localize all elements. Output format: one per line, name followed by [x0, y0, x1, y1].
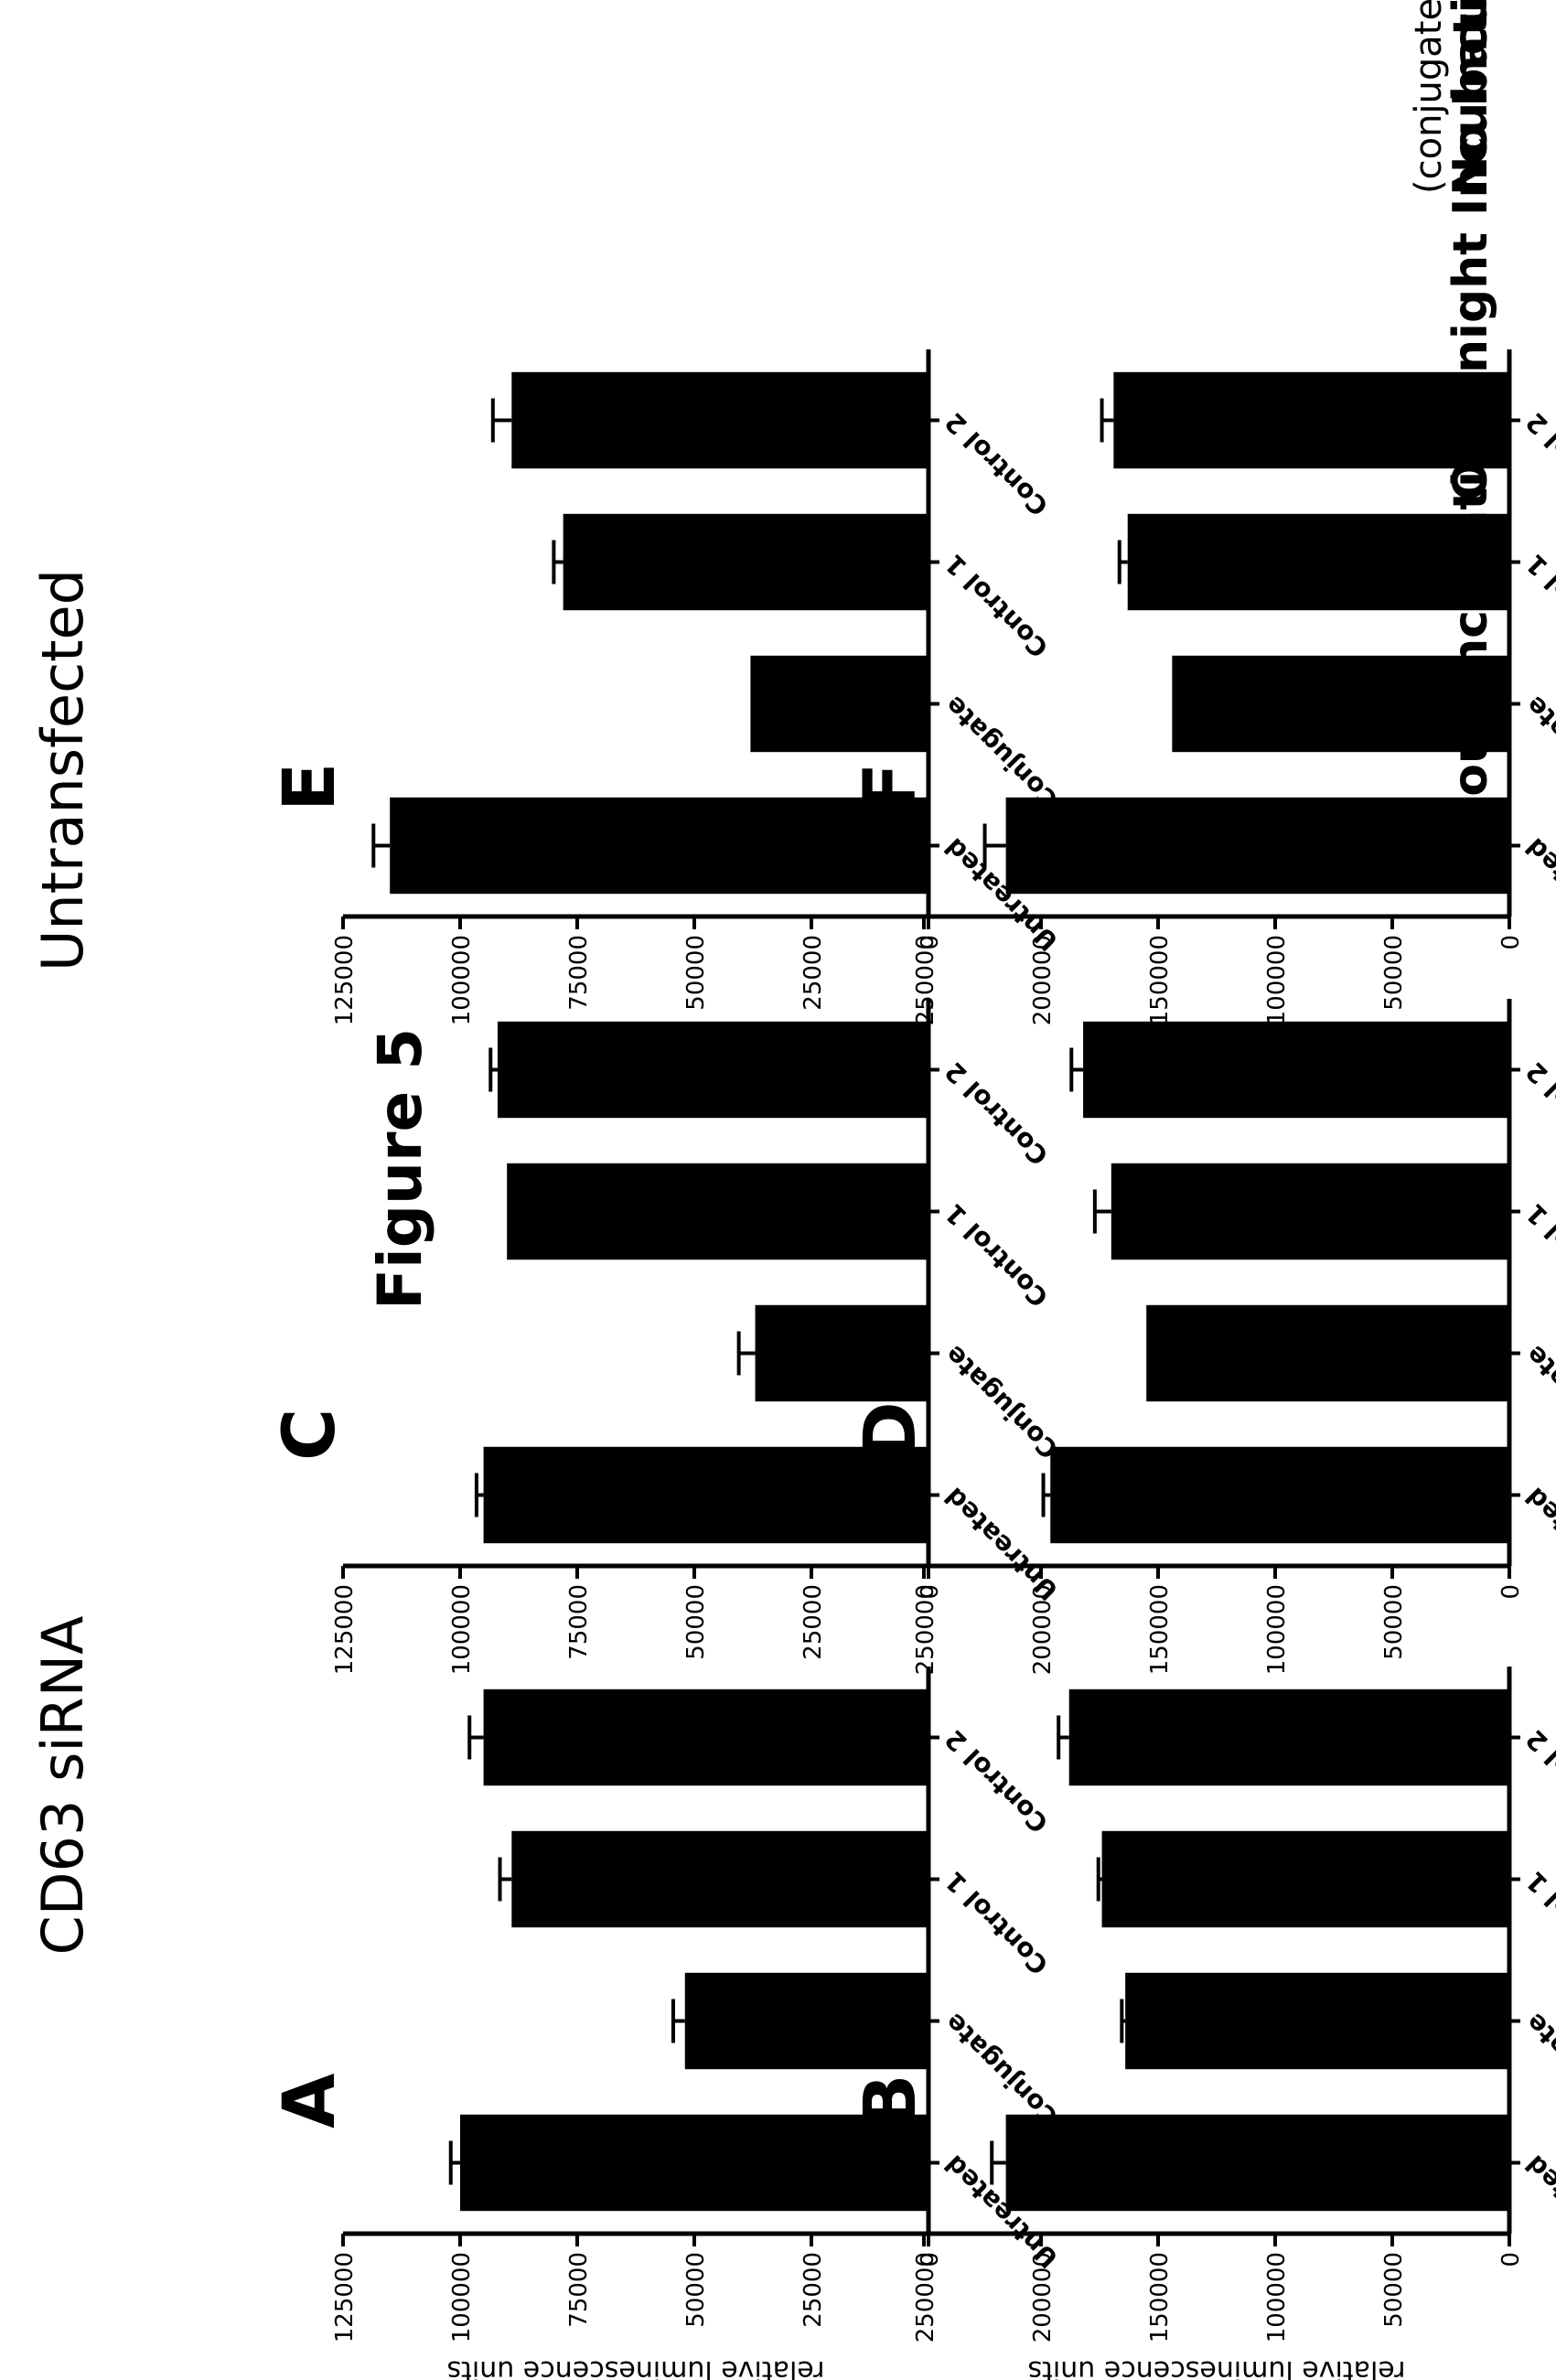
- y-tick-label: 50000: [1380, 935, 1408, 1011]
- y-tick-label: 50000: [682, 1584, 710, 1660]
- bar: [460, 2114, 928, 2212]
- bar: [497, 1021, 929, 1119]
- y-axis-label: relative luminescence units: [447, 2354, 825, 2380]
- bar: [1005, 797, 1509, 895]
- y-tick-label: 100000: [448, 1584, 476, 1675]
- y-tick-label: 250000: [912, 935, 939, 1025]
- panel-letter-c: C: [269, 1409, 351, 1461]
- figure-title: Figure 5: [365, 1028, 435, 1310]
- y-tick-label: 0: [917, 935, 944, 950]
- bar: [755, 1304, 928, 1402]
- column-title-no-incubation: No Incubation: [1443, 0, 1498, 196]
- bar: [1172, 655, 1509, 753]
- y-tick-label: 50000: [682, 935, 710, 1011]
- bar: [1125, 1972, 1510, 2070]
- y-tick-label: 50000: [1380, 2252, 1408, 2328]
- y-tick-label: 250000: [912, 1584, 939, 1675]
- y-tick-label: 25000: [799, 935, 827, 1011]
- bar: [1113, 371, 1509, 469]
- y-tick-label: 100000: [1263, 2252, 1291, 2342]
- bar: [483, 1689, 928, 1786]
- panel-letter-a: A: [269, 2074, 351, 2128]
- column-subtitle-no-incubation: (conjugate added concurrently with IL4): [1408, 0, 1450, 194]
- y-tick-label: 100000: [448, 935, 476, 1025]
- panel-letter-d: D: [850, 1401, 932, 1461]
- bar: [1101, 1830, 1510, 1928]
- bar: [507, 1163, 928, 1260]
- y-tick-label: 0: [917, 1584, 944, 1600]
- y-tick-label: 125000: [331, 935, 359, 1025]
- y-tick-label: 150000: [1146, 2252, 1174, 2342]
- bar: [1005, 2114, 1509, 2212]
- y-tick-label: 125000: [331, 2252, 359, 2342]
- bar: [684, 1972, 928, 2070]
- panel-letter-e: E: [269, 763, 351, 811]
- y-tick-label: 75000: [565, 1584, 593, 1660]
- y-tick-label: 200000: [1029, 1584, 1057, 1675]
- y-tick-label: 75000: [565, 935, 593, 1011]
- bar: [511, 1830, 928, 1928]
- y-tick-label: 75000: [565, 2252, 593, 2328]
- y-tick-label: 250000: [912, 2252, 939, 2342]
- panel-letter-f: F: [850, 763, 932, 811]
- y-tick-label: 0: [917, 2252, 944, 2267]
- bar: [1083, 1021, 1509, 1119]
- y-tick-label: 100000: [1263, 935, 1291, 1025]
- y-tick-label: 0: [1497, 935, 1525, 950]
- bar: [1068, 1689, 1509, 1786]
- y-tick-label: 125000: [331, 1584, 359, 1675]
- y-tick-label: 100000: [448, 2252, 476, 2342]
- panel-letter-b: B: [850, 2074, 932, 2128]
- bar: [1146, 1304, 1509, 1402]
- y-axis-label: relative luminescence units: [1028, 2354, 1406, 2380]
- y-tick-label: 25000: [799, 2252, 827, 2328]
- y-tick-label: 50000: [1380, 1584, 1408, 1660]
- bar: [1127, 513, 1509, 611]
- y-tick-label: 0: [1497, 1584, 1525, 1600]
- bar: [563, 513, 928, 611]
- row-label-cd63-sirna: CD63 siRNA: [29, 1615, 96, 1955]
- bar: [750, 655, 928, 753]
- row-label-untransfected: Untransfected: [29, 569, 96, 971]
- bar: [1050, 1446, 1509, 1544]
- bar: [1111, 1163, 1510, 1260]
- bar: [483, 1446, 928, 1544]
- y-tick-label: 150000: [1146, 1584, 1174, 1675]
- bar: [511, 371, 928, 469]
- y-tick-label: 25000: [799, 1584, 827, 1660]
- y-tick-label: 150000: [1146, 935, 1174, 1025]
- y-tick-label: 100000: [1263, 1584, 1291, 1675]
- bar: [390, 797, 928, 895]
- y-tick-label: 200000: [1029, 935, 1057, 1025]
- y-tick-label: 200000: [1029, 2252, 1057, 2342]
- y-tick-label: 0: [1497, 2252, 1525, 2267]
- y-tick-label: 50000: [682, 2252, 710, 2328]
